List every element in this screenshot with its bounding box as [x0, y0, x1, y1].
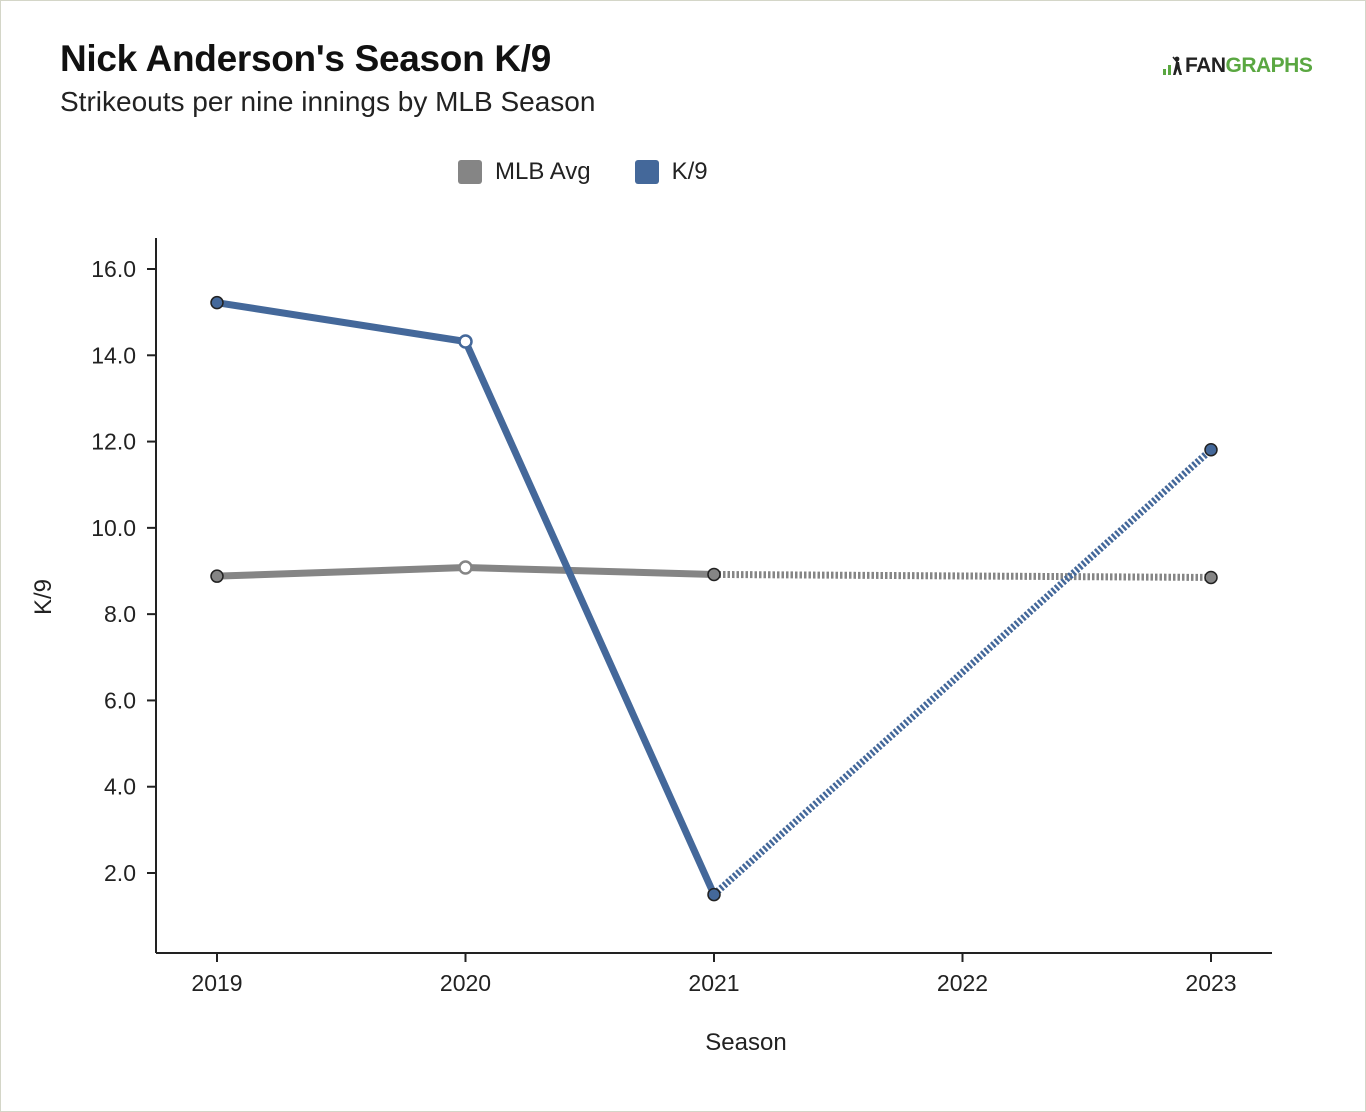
x-axis-title: Season	[705, 1029, 786, 1056]
legend-item-mlb-avg[interactable]: MLB Avg	[458, 158, 591, 186]
y-tick-label: 6.0	[104, 687, 136, 713]
x-tick-label: 2019	[191, 970, 242, 996]
legend-swatch-mlb-avg	[458, 160, 482, 184]
legend: MLB Avg K/9	[458, 158, 752, 186]
x-tick-label: 2022	[937, 970, 988, 996]
logo-text-graphs: GRAPHS	[1225, 54, 1313, 77]
series-line-mlb-avg	[216, 564, 466, 580]
fangraphs-logo[interactable]: FAN GRAPHS	[1160, 54, 1313, 78]
series-line-mlb-avg	[465, 564, 715, 578]
data-point-mlb-avg	[707, 567, 721, 582]
batter-icon	[1163, 56, 1182, 75]
legend-swatch-k9	[634, 160, 659, 184]
y-tick-label: 12.0	[91, 429, 136, 455]
y-tick-label: 16.0	[91, 256, 136, 282]
y-tick-label: 8.0	[104, 601, 136, 627]
data-point-k-9	[1204, 443, 1218, 457]
legend-label-k9: K/9	[671, 158, 708, 185]
data-point-k-9	[458, 334, 473, 349]
series-line-k-9	[711, 447, 1214, 898]
y-axis-title: K/9	[30, 579, 57, 615]
series-line-mlb-avg	[713, 570, 1212, 581]
legend-item-k9[interactable]: K/9	[634, 158, 708, 186]
data-point-mlb-avg	[210, 569, 224, 583]
chart-title: Nick Anderson's Season K/9	[60, 38, 552, 79]
y-tick-label: 14.0	[91, 342, 136, 368]
y-tick-label: 10.0	[91, 515, 136, 541]
x-tick-label: 2021	[688, 970, 739, 996]
series-line-k-9	[462, 340, 718, 897]
x-tick-label: 2020	[440, 970, 491, 996]
x-tick-label: 2023	[1185, 970, 1236, 996]
y-tick-label: 2.0	[104, 860, 136, 886]
y-tick-label: 4.0	[104, 774, 136, 800]
data-point-k-9	[210, 295, 224, 310]
logo-text-fan: FAN	[1185, 54, 1226, 77]
data-point-mlb-avg	[458, 560, 473, 575]
data-point-k-9	[707, 887, 721, 902]
series-line-k-9	[216, 299, 467, 345]
chart-subtitle: Strikeouts per nine innings by MLB Seaso…	[60, 86, 596, 117]
data-point-mlb-avg	[1204, 570, 1218, 585]
legend-label-mlb-avg: MLB Avg	[495, 158, 591, 185]
